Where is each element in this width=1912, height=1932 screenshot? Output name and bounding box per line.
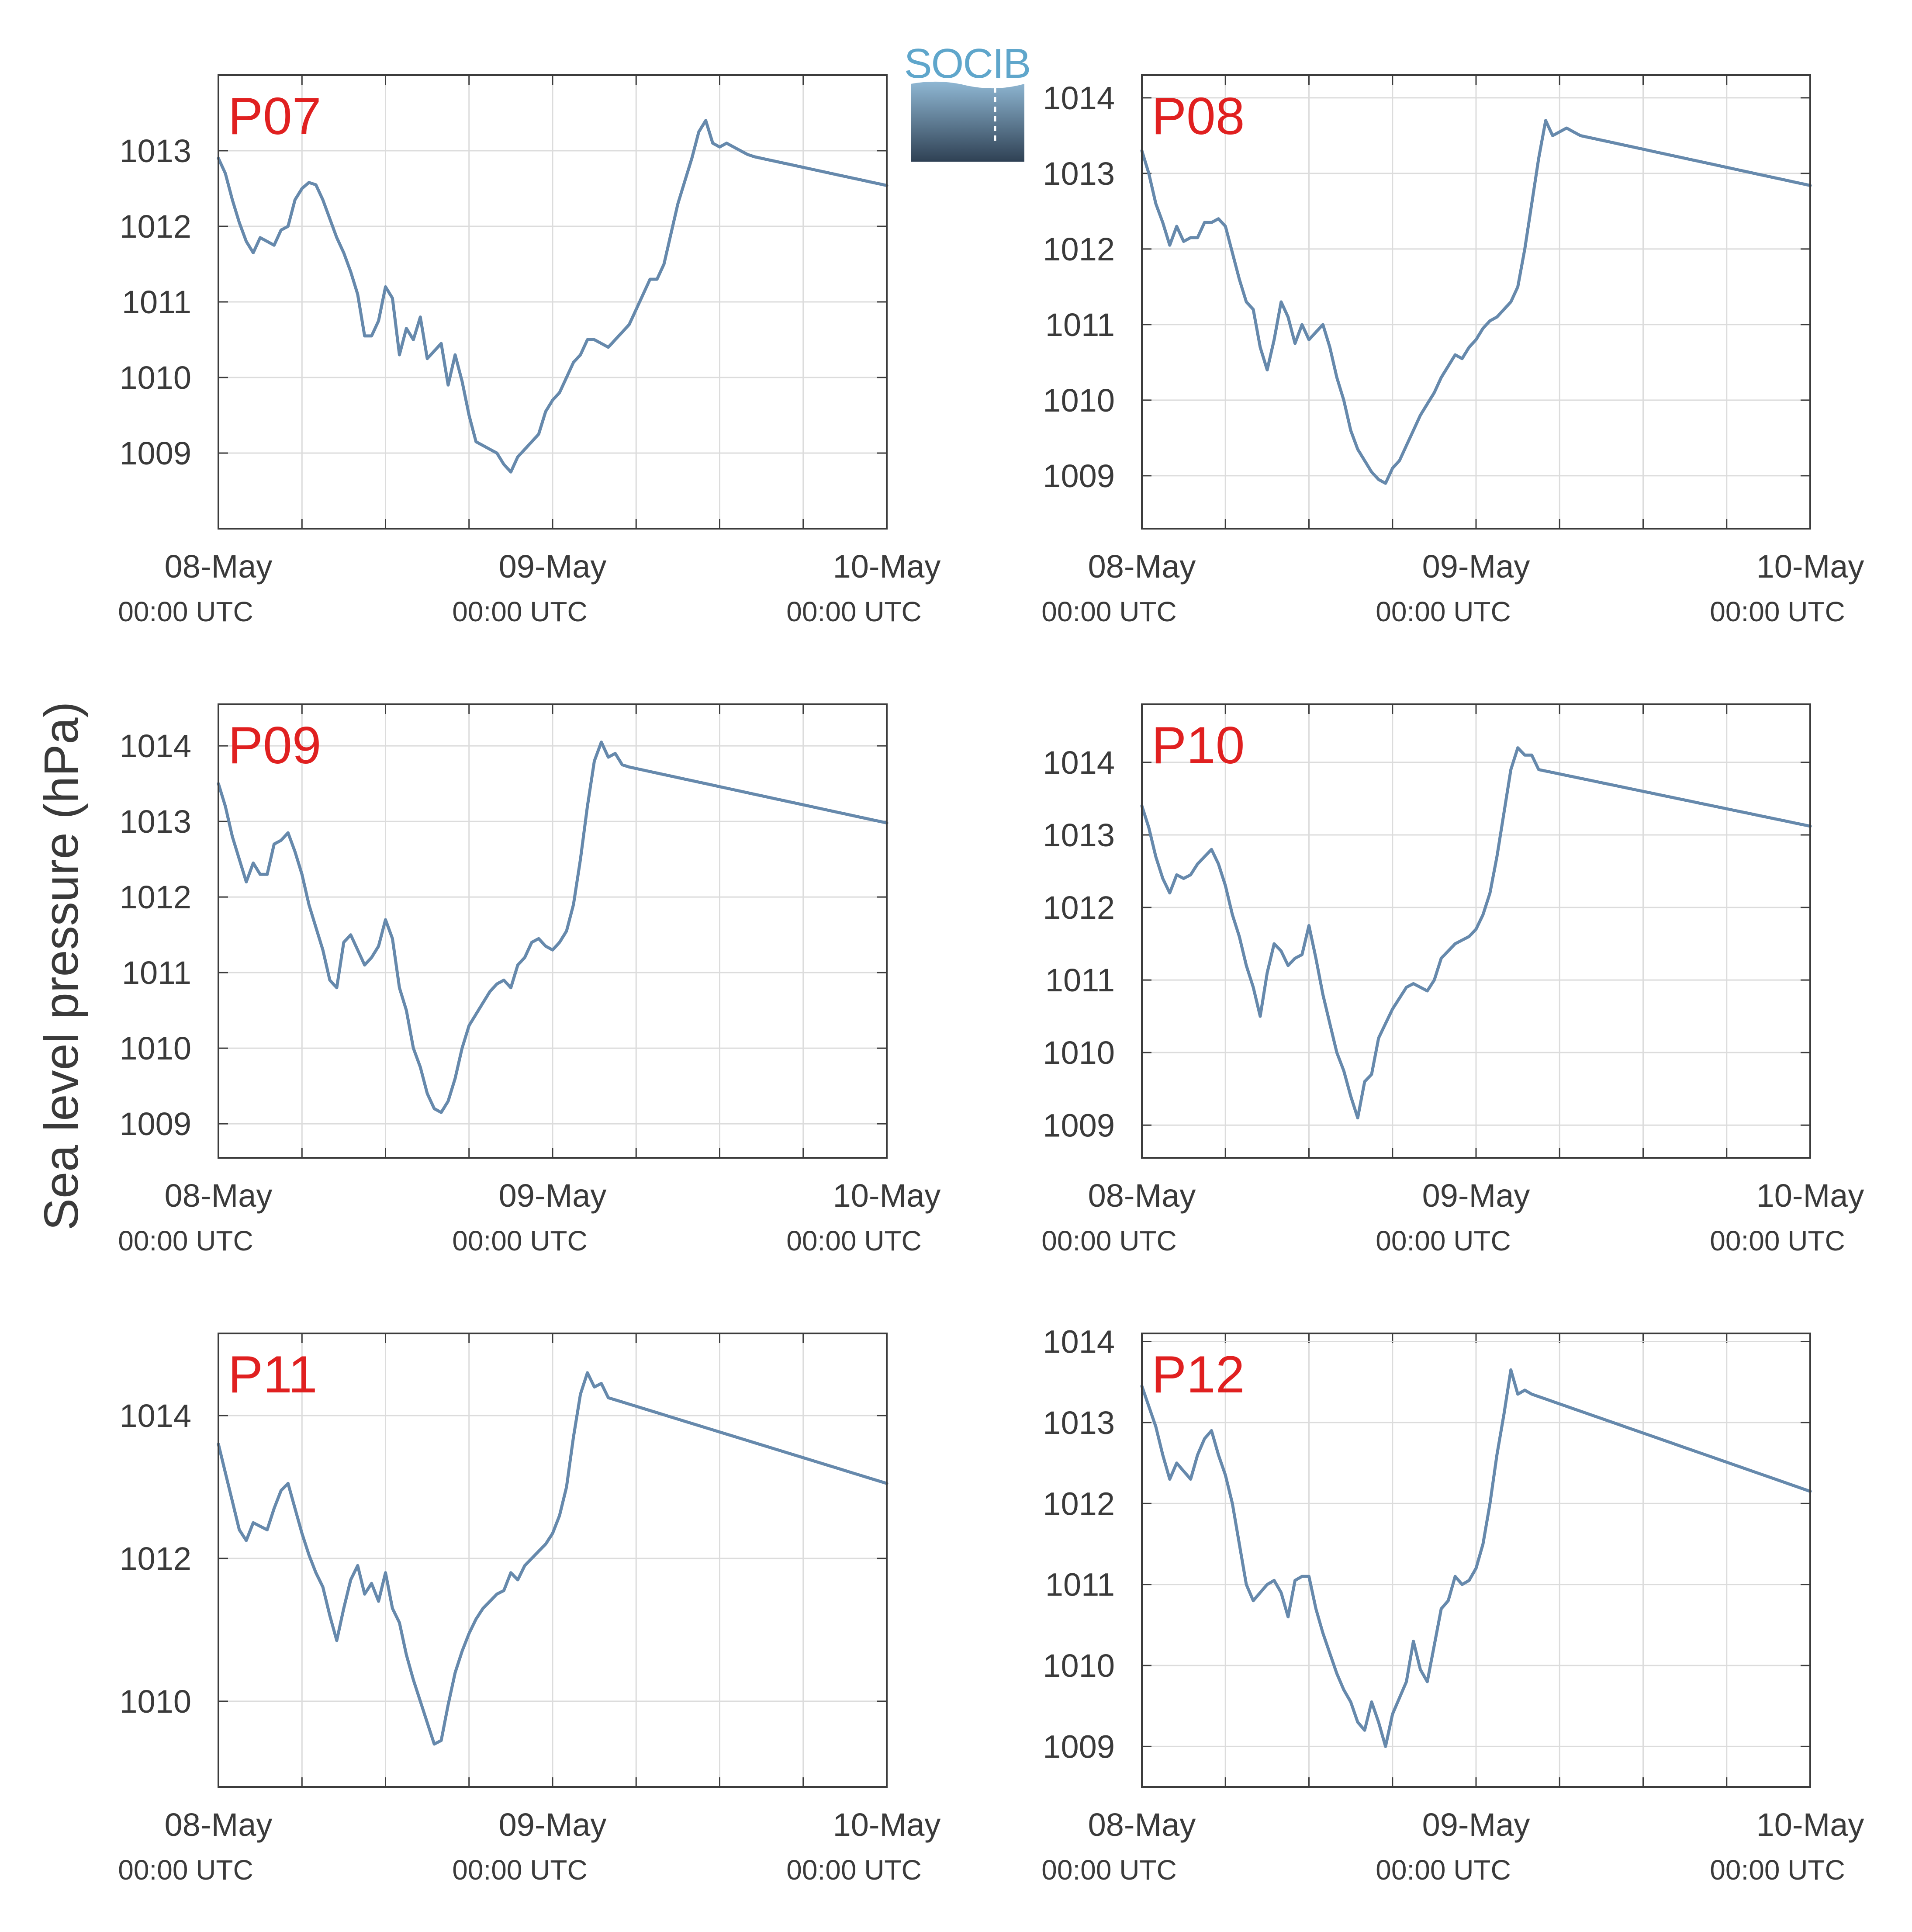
x-tick-label-date: 10-May: [1756, 548, 1864, 585]
y-tick-label: 1011: [1045, 1567, 1115, 1603]
plot-frame: [218, 74, 888, 530]
chart-panel-p11: 1010 1012 1014 P11 08-May 00:00 UTC 09-May 00:0…: [118, 1333, 940, 1886]
series-line-p11: [217, 1371, 889, 1746]
x-tick-label-date: 10-May: [833, 1177, 941, 1214]
y-tick-label: 1011: [122, 284, 191, 320]
plot-frame: [218, 703, 888, 1159]
x-tick-label-date: 09-May: [1422, 1807, 1530, 1843]
y-tick-label: 1009: [1043, 1107, 1115, 1143]
y-tick-label: 1013: [1043, 1405, 1115, 1441]
x-tick-label-time: 00:00 UTC: [1041, 1225, 1176, 1257]
x-tick-label-time: 00:00 UTC: [1710, 596, 1845, 627]
y-tick-label: 1010: [1043, 1035, 1115, 1071]
y-tick-label: 1011: [1045, 962, 1115, 998]
socib-logo-wave: [911, 81, 1024, 162]
x-tick-label-time: 00:00 UTC: [118, 596, 253, 627]
y-tick-label: 1010: [1043, 1648, 1115, 1684]
series-line-p09: [217, 741, 889, 1114]
y-tick-label: 1010: [119, 1030, 191, 1066]
chart-panel-p07: 1009 1010 1011 1012 1013 P07 08-May 00:00 UTC 09…: [118, 74, 941, 627]
plot-frame: [1141, 1333, 1811, 1788]
station-label: P09: [228, 716, 322, 775]
x-tick-label-time: 00:00 UTC: [786, 596, 921, 627]
station-label: P10: [1151, 716, 1245, 775]
x-tick-label-time: 00:00 UTC: [452, 1854, 587, 1886]
y-tick-label: 1012: [1043, 1485, 1115, 1522]
y-tick-label: 1014: [119, 728, 191, 764]
socib-logo-text: SOCIB: [904, 40, 1030, 87]
y-tick-label: 1012: [119, 1541, 191, 1577]
x-tick-label-time: 00:00 UTC: [118, 1225, 253, 1257]
chart-panel-p09: 1009 1010 1011 1012 1013 1014 P09 08-May 00:00 U…: [118, 703, 941, 1257]
y-tick-label: 1011: [122, 955, 191, 991]
x-tick-label-time: 00:00 UTC: [1041, 1854, 1176, 1886]
y-tick-label: 1012: [119, 208, 191, 245]
x-tick-label-time: 00:00 UTC: [1376, 1225, 1511, 1257]
y-tick-label: 1014: [1043, 80, 1115, 116]
series-line-p07: [217, 119, 889, 474]
x-tick-label-date: 08-May: [165, 1807, 273, 1843]
y-tick-label: 1013: [1043, 817, 1115, 853]
plot-frame: [1141, 74, 1811, 530]
y-tick-label: 1009: [119, 435, 191, 471]
x-tick-label-time: 00:00 UTC: [786, 1225, 921, 1257]
y-tick-label: 1009: [1043, 458, 1115, 494]
chart-panel-p08: 1009 1010 1011 1012 1013 1014 P08 08-May 00:00 U…: [1041, 74, 1864, 627]
y-tick-label: 1012: [119, 879, 191, 915]
x-tick-label-time: 00:00 UTC: [452, 1225, 587, 1257]
y-tick-label: 1010: [119, 1683, 191, 1720]
x-tick-label-date: 10-May: [1756, 1177, 1864, 1214]
x-tick-label-date: 09-May: [499, 1177, 607, 1214]
chart-panel-p10: 1009 1010 1011 1012 1013 1014 P10 08-May 00:00 U…: [1041, 703, 1864, 1257]
x-tick-label-date: 10-May: [833, 1807, 941, 1843]
x-tick-label-time: 00:00 UTC: [786, 1854, 921, 1886]
y-tick-label: 1011: [1045, 307, 1115, 343]
y-tick-label: 1014: [119, 1398, 191, 1434]
plot-frame: [218, 1333, 888, 1788]
y-tick-label: 1014: [1043, 744, 1115, 781]
x-tick-label-date: 09-May: [499, 548, 607, 585]
x-tick-label-time: 00:00 UTC: [1710, 1854, 1845, 1886]
x-tick-label-date: 10-May: [833, 548, 941, 585]
x-tick-label-date: 09-May: [1422, 548, 1530, 585]
x-tick-label-date: 08-May: [165, 1177, 273, 1214]
x-tick-label-date: 08-May: [1088, 1177, 1196, 1214]
x-tick-label-date: 09-May: [1422, 1177, 1530, 1214]
x-tick-label-time: 00:00 UTC: [118, 1854, 253, 1886]
y-tick-label: 1013: [1043, 156, 1115, 192]
y-tick-label: 1009: [1043, 1728, 1115, 1765]
y-tick-label: 1012: [1043, 890, 1115, 926]
series-line-p08: [1140, 119, 1812, 485]
x-tick-label-time: 00:00 UTC: [452, 596, 587, 627]
x-tick-label-date: 08-May: [1088, 548, 1196, 585]
x-tick-label-date: 09-May: [499, 1807, 607, 1843]
y-tick-label: 1013: [119, 803, 191, 840]
station-label: P12: [1151, 1345, 1245, 1404]
plot-frame: [1141, 703, 1811, 1159]
x-tick-label-time: 00:00 UTC: [1376, 1854, 1511, 1886]
x-tick-label-time: 00:00 UTC: [1710, 1225, 1845, 1257]
y-tick-label: 1009: [119, 1106, 191, 1142]
series-line-p12: [1140, 1368, 1812, 1748]
x-tick-label-date: 08-May: [165, 548, 273, 585]
station-label: P07: [228, 87, 322, 145]
station-label: P08: [1151, 87, 1245, 145]
y-tick-label: 1013: [119, 133, 191, 169]
socib-logo: SOCIB: [904, 40, 1031, 162]
series-line-p10: [1140, 746, 1812, 1120]
x-tick-label-date: 08-May: [1088, 1807, 1196, 1843]
y-tick-label: 1012: [1043, 231, 1115, 267]
y-tick-label: 1014: [1043, 1324, 1115, 1360]
y-tick-label: 1010: [119, 360, 191, 396]
y-tick-label: 1010: [1043, 382, 1115, 419]
chart-panel-p12: 1009 1010 1011 1012 1013 1014 P12 08-May 00:00 U…: [1041, 1324, 1864, 1886]
x-tick-label-time: 00:00 UTC: [1376, 596, 1511, 627]
x-tick-label-time: 00:00 UTC: [1041, 596, 1176, 627]
y-axis-label: Sea level pressure (hPa): [35, 702, 88, 1231]
station-label: P11: [228, 1345, 318, 1404]
x-tick-label-date: 10-May: [1756, 1807, 1864, 1843]
